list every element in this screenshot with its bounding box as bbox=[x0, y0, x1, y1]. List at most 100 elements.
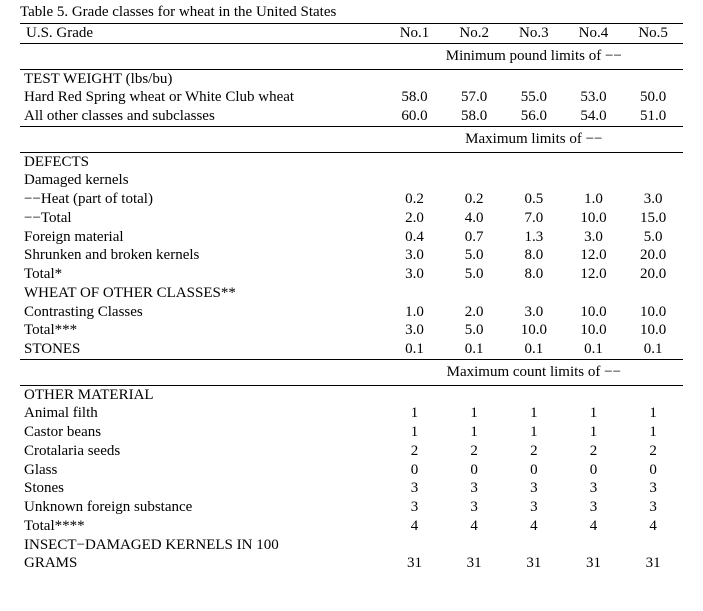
cell: 50.0 bbox=[623, 88, 683, 107]
stones-heading: STONES bbox=[20, 340, 385, 359]
cell: 1 bbox=[385, 404, 445, 423]
cell: 1.3 bbox=[504, 228, 564, 247]
cell: 1 bbox=[623, 404, 683, 423]
cell: 15.0 bbox=[623, 209, 683, 228]
cell: 0.1 bbox=[385, 340, 445, 359]
data-row: −−Total 2.0 4.0 7.0 10.0 15.0 bbox=[20, 209, 683, 228]
data-row: Shrunken and broken kernels 3.0 5.0 8.0 … bbox=[20, 246, 683, 265]
cell: 4 bbox=[504, 517, 564, 536]
cell: 51.0 bbox=[623, 107, 683, 126]
cell: 3.0 bbox=[504, 303, 564, 322]
data-row: Foreign material 0.4 0.7 1.3 3.0 5.0 bbox=[20, 228, 683, 247]
data-row: Total*** 3.0 5.0 10.0 10.0 10.0 bbox=[20, 321, 683, 340]
row-label: Glass bbox=[20, 461, 385, 480]
row-label: Shrunken and broken kernels bbox=[20, 246, 385, 265]
row-label: Unknown foreign substance bbox=[20, 498, 385, 517]
cell: 3 bbox=[564, 498, 624, 517]
cell: 60.0 bbox=[385, 107, 445, 126]
cell: 0.2 bbox=[444, 190, 504, 209]
header-label: U.S. Grade bbox=[20, 24, 385, 44]
cell: 5.0 bbox=[444, 321, 504, 340]
data-row: GRAMS 31 31 31 31 31 bbox=[20, 554, 683, 573]
row-label: Stones bbox=[20, 479, 385, 498]
cell: 2 bbox=[623, 442, 683, 461]
cell: 3.0 bbox=[385, 321, 445, 340]
cell: 3.0 bbox=[385, 265, 445, 284]
grade-table: U.S. Grade No.1 No.2 No.3 No.4 No.5 Mini… bbox=[20, 23, 683, 573]
cell: 1 bbox=[564, 404, 624, 423]
table-caption: Table 5. Grade classes for wheat in the … bbox=[20, 4, 683, 21]
header-col: No.4 bbox=[564, 24, 624, 44]
cell: 2 bbox=[564, 442, 624, 461]
cell: 54.0 bbox=[564, 107, 624, 126]
cell: 1 bbox=[504, 404, 564, 423]
group-heading-row: OTHER MATERIAL bbox=[20, 385, 683, 404]
cell: 1 bbox=[385, 423, 445, 442]
cell: 0.7 bbox=[444, 228, 504, 247]
header-col: No.1 bbox=[385, 24, 445, 44]
cell: 8.0 bbox=[504, 265, 564, 284]
row-label: Total**** bbox=[20, 517, 385, 536]
cell: 0.2 bbox=[385, 190, 445, 209]
cell: 1.0 bbox=[564, 190, 624, 209]
cell: 57.0 bbox=[444, 88, 504, 107]
cell: 5.0 bbox=[444, 265, 504, 284]
cell: 3 bbox=[504, 498, 564, 517]
row-label: Contrasting Classes bbox=[20, 303, 385, 322]
data-row: −−Heat (part of total) 0.2 0.2 0.5 1.0 3… bbox=[20, 190, 683, 209]
group-heading-row: TEST WEIGHT (lbs/bu) bbox=[20, 69, 683, 88]
cell: 5.0 bbox=[623, 228, 683, 247]
cell: 0 bbox=[385, 461, 445, 480]
group-heading-row: INSECT−DAMAGED KERNELS IN 100 bbox=[20, 536, 683, 555]
data-row: All other classes and subclasses 60.0 58… bbox=[20, 107, 683, 126]
cell: 1 bbox=[444, 423, 504, 442]
data-row: Castor beans 1 1 1 1 1 bbox=[20, 423, 683, 442]
damaged-kernels-sub: Damaged kernels bbox=[20, 171, 683, 190]
cell: 2 bbox=[504, 442, 564, 461]
row-label: −−Heat (part of total) bbox=[20, 190, 385, 209]
data-row: Stones 3 3 3 3 3 bbox=[20, 479, 683, 498]
cell: 1.0 bbox=[385, 303, 445, 322]
header-col: No.5 bbox=[623, 24, 683, 44]
row-label: Hard Red Spring wheat or White Club whea… bbox=[20, 88, 385, 107]
cell: 12.0 bbox=[564, 246, 624, 265]
cell: 3.0 bbox=[623, 190, 683, 209]
cell: 10.0 bbox=[564, 321, 624, 340]
cell: 0.1 bbox=[504, 340, 564, 359]
cell: 31 bbox=[623, 554, 683, 573]
cell: 3 bbox=[564, 479, 624, 498]
cell: 4 bbox=[623, 517, 683, 536]
cell: 1 bbox=[623, 423, 683, 442]
row-label: Crotalaria seeds bbox=[20, 442, 385, 461]
row-label: Total*** bbox=[20, 321, 385, 340]
cell: 4 bbox=[385, 517, 445, 536]
cell: 0.4 bbox=[385, 228, 445, 247]
cell: 3 bbox=[504, 479, 564, 498]
other-material-heading: OTHER MATERIAL bbox=[20, 385, 683, 404]
data-row: Total**** 4 4 4 4 4 bbox=[20, 517, 683, 536]
group-heading-row: DEFECTS bbox=[20, 152, 683, 171]
cell: 10.0 bbox=[564, 303, 624, 322]
cell: 4 bbox=[564, 517, 624, 536]
header-row: U.S. Grade No.1 No.2 No.3 No.4 No.5 bbox=[20, 24, 683, 44]
section1-title: Minimum pound limits of −− bbox=[385, 43, 683, 69]
cell: 1 bbox=[504, 423, 564, 442]
cell: 3 bbox=[623, 498, 683, 517]
cell: 31 bbox=[385, 554, 445, 573]
cell: 10.0 bbox=[623, 303, 683, 322]
cell: 0 bbox=[504, 461, 564, 480]
cell: 53.0 bbox=[564, 88, 624, 107]
row-label: GRAMS bbox=[20, 554, 385, 573]
section-title-row: Maximum limits of −− bbox=[20, 126, 683, 152]
header-col: No.3 bbox=[504, 24, 564, 44]
cell: 4 bbox=[444, 517, 504, 536]
cell: 55.0 bbox=[504, 88, 564, 107]
cell: 31 bbox=[504, 554, 564, 573]
section-title-row: Maximum count limits of −− bbox=[20, 359, 683, 385]
cell: 12.0 bbox=[564, 265, 624, 284]
cell: 2 bbox=[385, 442, 445, 461]
section-title-row: Minimum pound limits of −− bbox=[20, 43, 683, 69]
insect-heading: INSECT−DAMAGED KERNELS IN 100 bbox=[20, 536, 683, 555]
cell: 58.0 bbox=[444, 107, 504, 126]
cell: 0.1 bbox=[444, 340, 504, 359]
